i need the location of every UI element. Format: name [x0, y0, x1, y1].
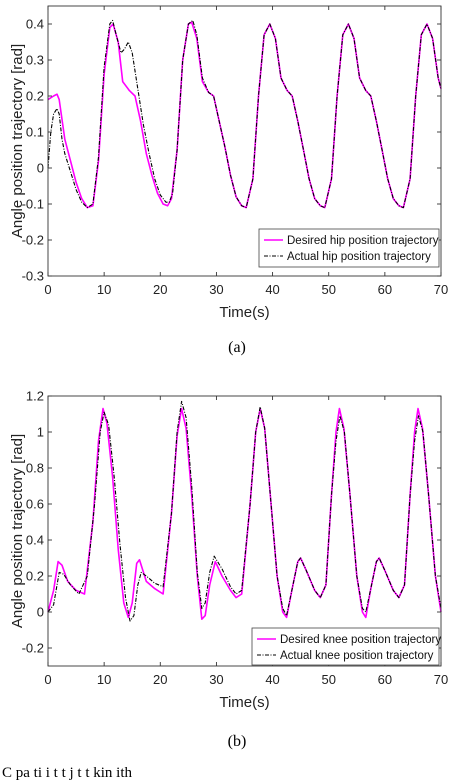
series-line-actual [47, 19, 442, 209]
y-tick-label: -0.3 [22, 269, 44, 284]
y-tick-label: 0.6 [26, 497, 44, 512]
x-tick-label: 40 [265, 672, 279, 687]
axes-frame [47, 5, 442, 277]
series-lines [47, 19, 442, 209]
x-tick-label: 30 [209, 282, 223, 297]
series-line-actual [47, 400, 442, 622]
x-tick-label: 10 [97, 672, 111, 687]
y-tick-label: 0.3 [26, 53, 44, 68]
series-lines [47, 400, 442, 622]
panel-label: (a) [228, 339, 246, 356]
y-tick-label: 0.4 [26, 17, 44, 32]
y-tick-label: 0.2 [26, 89, 44, 104]
y-tick-label: 0 [37, 161, 44, 176]
legend-entry: Desired hip position trajectory [287, 235, 439, 247]
x-tick-label: 70 [434, 672, 448, 687]
tick-labels: 0 10 20 30 40 50 60 70 -0.2 0 0.2 0.4 0.6 0.8 1 1.2 [22, 389, 449, 688]
x-tick-label: 30 [209, 672, 223, 687]
x-tick-label: 0 [44, 672, 51, 687]
y-tick-label: 0.4 [26, 533, 44, 548]
y-tick-label: 1 [37, 425, 44, 440]
x-axis-label: Time(s) [219, 694, 269, 711]
axes [47, 5, 442, 277]
plot-area [48, 396, 441, 666]
x-tick-label: 10 [97, 282, 111, 297]
legend-box [258, 228, 440, 268]
x-tick-label: 60 [378, 282, 392, 297]
y-axis-label: Angle position trajectory [rad] [9, 434, 26, 628]
y-tick-label: 0 [37, 605, 44, 620]
legend: Desired hip position trajectory Actual hi… [258, 228, 440, 268]
y-tick-label: 0.2 [26, 569, 44, 584]
axes-frame [47, 395, 442, 667]
x-tick-label: 50 [321, 282, 335, 297]
x-tick-label: 20 [153, 672, 167, 687]
y-axis-label: Angle position trajectory [rad] [9, 44, 26, 238]
x-tick-label: 70 [434, 282, 448, 297]
y-tick-label: 0.8 [26, 461, 44, 476]
legend-entry: Actual knee position trajectory [280, 650, 434, 662]
legend-box [251, 627, 440, 666]
y-tick-label: -0.1 [22, 197, 44, 212]
y-tick-label: 0.1 [26, 125, 44, 140]
panel-label: (b) [228, 733, 247, 750]
figure-caption: C pa ti i t t j t t kin ith [2, 765, 133, 781]
x-tick-label: 20 [153, 282, 167, 297]
x-tick-label: 50 [321, 672, 335, 687]
x-axis-label: Time(s) [219, 304, 269, 321]
y-tick-label: -0.2 [22, 233, 44, 248]
tick-labels: 0 10 20 30 40 50 60 70 -0.3 -0.2 -0.1 0 0.1 0.2 0.3 0.4 [22, 17, 449, 298]
x-tick-label: 0 [44, 282, 51, 297]
x-tick-label: 60 [378, 672, 392, 687]
legend: Desired knee position trajectory Actual k… [251, 627, 441, 666]
legend-entry: Desired knee position trajectory [280, 634, 441, 646]
y-tick-label: -0.2 [22, 641, 44, 656]
legend-entry: Actual hip position trajectory [287, 251, 431, 263]
knee-chart: 0 10 20 30 40 50 60 70 -0.2 0 0.2 0.4 0.6 0.8 1 1.2 Tim… [9, 389, 448, 751]
x-tick-label: 40 [265, 282, 279, 297]
y-tick-label: 1.2 [26, 389, 44, 404]
hip-chart: 0 10 20 30 40 50 60 70 -0.3 -0.2 -0.1 0 0.1 0.2 0.3 0.4… [9, 5, 449, 356]
